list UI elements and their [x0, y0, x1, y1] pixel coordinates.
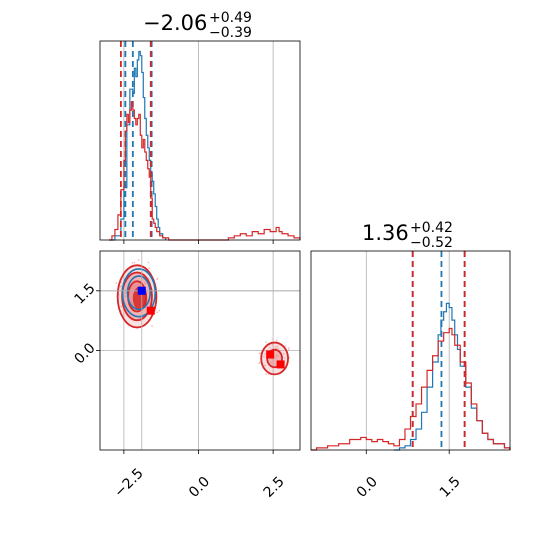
panel1-ticks	[123, 240, 274, 244]
scatter-sample-point	[147, 261, 150, 264]
scatter-sample-point	[283, 357, 286, 359]
scatter-sample-point	[158, 309, 160, 312]
scatter-sample-point	[283, 353, 285, 355]
joint-contour-plot: −2.5 0.0 2.5 0.0 1.5	[72, 250, 301, 501]
scatter-sample-point	[120, 281, 123, 284]
panel2-title-sub: −0.52	[410, 235, 453, 251]
scatter-sample-point	[284, 345, 286, 347]
contour-blue-level	[121, 268, 157, 318]
scatter-sample-point	[272, 338, 274, 340]
scatter-sample-point	[151, 325, 153, 327]
scatter-sample-point	[147, 277, 150, 280]
scatter-sample-point	[264, 353, 266, 355]
x-tick-label: 0.0	[186, 474, 213, 501]
panel1-title-main: −2.06	[143, 11, 207, 35]
marginal-histogram-param1	[99, 40, 301, 244]
scatter-sample-point	[120, 305, 123, 308]
panel1-title: −2.06	[143, 11, 207, 35]
marker-marker_blue	[137, 286, 146, 295]
marker-marker_red	[146, 306, 155, 315]
scatter-sample-point	[277, 347, 280, 350]
scatter-sample-point	[276, 345, 278, 348]
scatter-sample-point	[148, 267, 150, 270]
scatter-sample-point	[265, 373, 268, 375]
x-tick-label: −2.5	[111, 465, 146, 500]
scatter-sample-point	[156, 311, 158, 314]
histogram-blue-series	[393, 302, 511, 451]
scatter-sample-point	[258, 352, 261, 355]
scatter-sample-point	[156, 277, 159, 280]
scatter-sample-point	[258, 362, 260, 364]
panel2-title-main: 1.36	[362, 221, 409, 245]
panel2-grid	[365, 251, 450, 450]
scatter-sample-point	[131, 262, 134, 264]
scatter-sample-point	[137, 259, 140, 261]
scatter-sample-point	[265, 341, 267, 343]
scatter-sample-point	[287, 348, 290, 351]
panel3-contours	[100, 251, 300, 450]
scatter-sample-point	[275, 339, 278, 342]
panel1-title-sup: +0.49	[209, 10, 252, 26]
panel2-ticks: 0.0 1.5	[354, 450, 464, 501]
panel1-series	[108, 41, 301, 241]
marker-marker_red	[276, 360, 285, 369]
scatter-sample-point	[133, 261, 136, 264]
panel1-grid	[123, 41, 274, 240]
scatter-sample-point	[274, 346, 277, 349]
histogram-red-series	[108, 101, 301, 241]
histogram-blue-series	[108, 50, 167, 241]
scatter-sample-point	[264, 364, 266, 367]
panel3-ticks: −2.5 0.0 2.5 0.0 1.5	[72, 281, 288, 501]
scatter-sample-point	[120, 285, 123, 287]
y-tick-label: 0.0	[72, 340, 99, 367]
marker-marker_red	[266, 350, 275, 359]
scatter-sample-point	[271, 343, 274, 346]
y-tick-label: 1.5	[72, 281, 99, 308]
x-tick-label: 1.5	[437, 474, 464, 501]
scatter-sample-point	[263, 355, 265, 358]
contour-blue-level	[126, 275, 151, 311]
panel2-series	[311, 251, 511, 451]
panel1-frame	[99, 40, 301, 241]
histogram-red-series	[311, 327, 511, 451]
scatter-sample-point	[272, 345, 275, 348]
panel2-frame	[310, 250, 511, 451]
panel1-title-sub: −0.39	[209, 25, 252, 41]
scatter-sample-point	[269, 347, 271, 349]
panel2-title-sup: +0.42	[410, 220, 453, 236]
x-tick-label: 0.0	[354, 474, 381, 501]
scatter-sample-point	[115, 282, 118, 284]
marginal-histogram-param2: 0.0 1.5	[310, 250, 511, 501]
x-tick-label: 2.5	[261, 474, 288, 501]
scatter-sample-point	[287, 347, 290, 349]
